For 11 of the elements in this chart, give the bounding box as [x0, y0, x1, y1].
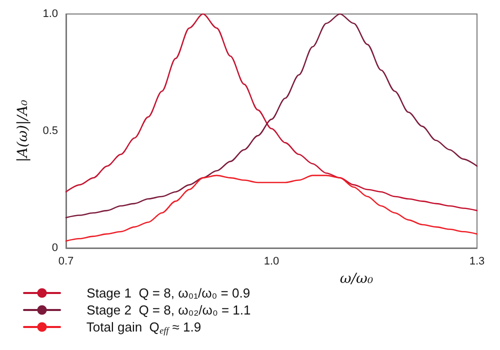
x-tick-label: 0.7 — [58, 256, 74, 268]
y-tick-label: 0.5 — [42, 125, 58, 137]
x-tick-label: 1.0 — [264, 256, 280, 268]
y-tick-label: 0 — [52, 242, 58, 254]
legend-label: Stage 1 Q = 8, ω₀₁/ω₀ = 0.9 — [65, 286, 250, 300]
x-tick-label: 1.3 — [469, 256, 485, 268]
x-axis-title: ω/ω₀ — [340, 270, 374, 287]
line-series — [65, 174, 478, 242]
y-tick-label: 1.0 — [42, 8, 58, 20]
legend-label: Stage 2 Q = 8, ω₀₂/ω₀ = 1.1 — [65, 302, 251, 318]
y-axis-title: |A(ω)|/A₀ — [15, 99, 31, 162]
